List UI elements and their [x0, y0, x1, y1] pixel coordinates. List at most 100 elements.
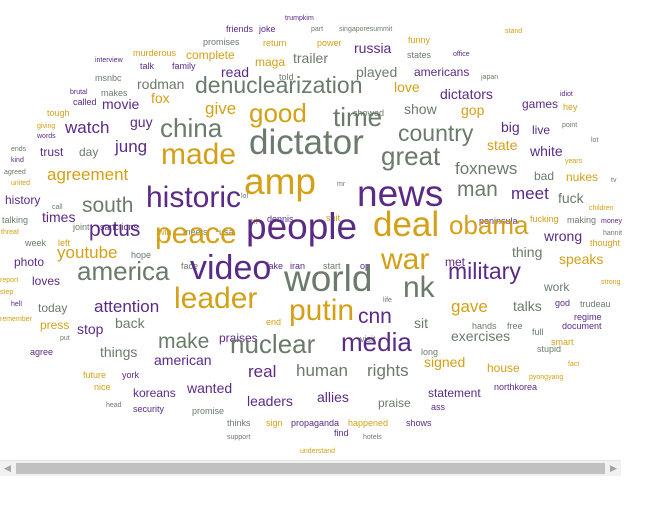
word-leader: leader	[174, 282, 258, 315]
word-head: head	[106, 401, 122, 409]
word-bad: bad	[534, 169, 555, 183]
word-amp: amp	[244, 160, 316, 202]
word-nuclear: nuclear	[230, 329, 316, 359]
word-nukes: nukes	[566, 170, 599, 184]
word-security: security	[133, 403, 165, 414]
word-united: united	[11, 179, 31, 187]
word-video: video	[190, 249, 272, 287]
word-times: times	[42, 209, 76, 225]
word-read: read	[221, 64, 250, 80]
word-hannit: hannit	[603, 229, 623, 237]
word-children: children	[589, 204, 614, 212]
word-news: news	[357, 172, 444, 214]
word-speaks: speaks	[559, 251, 604, 267]
word-thing: thing	[512, 244, 543, 260]
word-life: life	[383, 296, 392, 304]
word-brutal: brutal	[70, 88, 88, 96]
word-praises: praises	[219, 331, 258, 345]
word-week: week	[25, 237, 47, 248]
word-exercises: exercises	[451, 328, 511, 344]
word-interview: interview	[95, 56, 123, 64]
word-state: state	[487, 137, 518, 153]
word-deal: deal	[373, 204, 440, 244]
scrollbar-thumb[interactable]	[16, 463, 605, 474]
word-full: full	[532, 326, 544, 337]
word-dictators: dictators	[440, 86, 493, 102]
word-put: put	[60, 334, 70, 342]
word-makes: makes	[101, 87, 128, 98]
word-friends: friends	[226, 23, 254, 34]
word-call: call	[52, 203, 63, 211]
word-shit: shit	[326, 212, 341, 223]
word-attention: attention	[94, 296, 160, 316]
word-real: real	[248, 361, 277, 381]
word-document: document	[562, 320, 602, 331]
word-propaganda: propaganda	[291, 417, 340, 428]
word-part: part	[311, 25, 324, 33]
word-sanctions: sanctions	[100, 221, 139, 232]
word-msnbc: msnbc	[95, 72, 122, 83]
word-dennis: dennis	[267, 213, 294, 224]
word-day: day	[79, 145, 99, 159]
word-op: op	[360, 260, 371, 271]
word-met: met	[445, 255, 466, 269]
word-stupid: stupid	[537, 343, 562, 354]
word-talking: talking	[2, 214, 29, 225]
word-xi: xi	[251, 215, 258, 226]
word-obama: obama	[449, 210, 529, 240]
word-usa: usa	[219, 226, 234, 237]
word-stand: stand	[505, 27, 523, 35]
word-house: house	[487, 361, 520, 375]
word-shows: shows	[406, 417, 432, 428]
word-end: end	[266, 316, 282, 327]
word-cloud: trumpkim friends joke part singaporesummit st…	[0, 14, 623, 455]
word-future: future	[83, 369, 107, 380]
word-hands: hands	[472, 320, 497, 331]
word-long: long	[421, 346, 439, 357]
word-ends: ends	[11, 145, 27, 153]
scroll-left-arrow-icon[interactable]: ◀	[4, 463, 11, 473]
word-gop: gop	[461, 102, 485, 118]
word-loves: loves	[32, 274, 61, 288]
word-talk: talk	[140, 60, 155, 71]
word-historic: historic	[146, 181, 242, 214]
word-dictator: dictator	[249, 122, 364, 162]
word-pyongyang: pyongyang	[529, 373, 564, 381]
horizontal-scrollbar[interactable]: ◀ ▶	[0, 460, 621, 476]
word-peninsula: peninsula	[479, 215, 518, 226]
word-watch: watch	[65, 117, 110, 137]
word-foxnews: foxnews	[455, 158, 518, 178]
word-fucking: fucking	[530, 213, 559, 224]
scroll-right-arrow-icon[interactable]: ▶	[610, 463, 617, 473]
word-meet: meet	[511, 183, 549, 203]
word-movie: movie	[102, 96, 140, 112]
word-sit: sit	[414, 315, 428, 331]
word-people: people	[246, 205, 358, 247]
word-thought: thought	[590, 237, 621, 248]
word-hey: hey	[563, 101, 578, 112]
word-nice: nice	[94, 381, 111, 392]
word-lot: lot	[591, 136, 599, 144]
word-hell: hell	[11, 300, 22, 308]
word-tough: tough	[47, 107, 70, 118]
word-rodman: rodman	[137, 76, 185, 92]
word-love: love	[394, 79, 420, 95]
word-rights: rights	[367, 360, 409, 380]
word-trudeau: trudeau	[580, 298, 611, 309]
word-hotels: hotels	[363, 433, 382, 441]
word-meets: meets	[183, 226, 208, 237]
word-agreement: agreement	[47, 164, 129, 184]
word-giving: giving	[37, 122, 56, 130]
word-praise: praise	[378, 396, 411, 410]
word-visit: visit	[360, 333, 376, 344]
word-played: played	[356, 64, 398, 80]
word-god: god	[555, 297, 571, 308]
word-trumpkim: trumpkim	[285, 14, 314, 22]
word-sign: sign	[266, 417, 283, 428]
word-face: face	[181, 260, 199, 271]
word-happened: happened	[348, 417, 389, 428]
word-big: big	[501, 119, 520, 135]
word-regime: regime	[574, 311, 602, 322]
word-showed: showed	[353, 107, 385, 118]
word-today: today	[38, 301, 68, 315]
